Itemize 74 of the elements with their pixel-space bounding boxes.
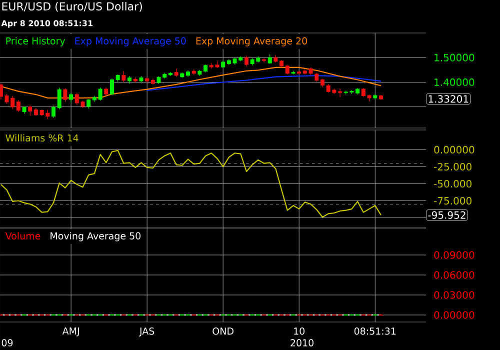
text: Moving Average 50 <box>50 232 141 242</box>
x-tick-label: 08:51:31 <box>354 328 396 335</box>
legend-label: Volume <box>5 232 40 240</box>
candlestick <box>86 98 91 110</box>
text: Exp Moving Average 20 <box>196 37 307 46</box>
candlestick <box>285 64 290 75</box>
text: -95.952 <box>428 211 466 219</box>
candlestick <box>34 108 38 116</box>
text: Price History <box>6 37 66 46</box>
candlestick <box>145 76 150 84</box>
candlestick <box>186 70 190 78</box>
candlestick <box>268 54 272 64</box>
candlestick <box>133 76 138 84</box>
candlestick <box>128 76 132 84</box>
candlestick <box>192 69 196 76</box>
text: 09 <box>2 339 13 346</box>
text: 2010 <box>290 339 314 346</box>
y-tick-label: 0.06000 <box>434 271 474 279</box>
candlestick <box>122 70 126 83</box>
candlestick <box>204 64 208 73</box>
candlestick <box>274 54 278 63</box>
candlestick <box>52 105 56 118</box>
candlestick <box>221 60 226 68</box>
x-tick-label: OND <box>212 328 234 335</box>
y-tick-label: 0.03000 <box>434 291 474 299</box>
candlestick <box>308 67 313 76</box>
candlestick <box>22 106 26 114</box>
x-tick-label: AMJ <box>62 328 79 336</box>
candlestick <box>57 87 62 110</box>
candlestick <box>174 68 178 78</box>
line-series <box>146 75 382 91</box>
candlestick <box>139 76 144 84</box>
text: Williams %R 14 <box>6 134 78 142</box>
candlestick <box>302 69 307 75</box>
candlestick <box>69 92 74 103</box>
x-tick-label: JAS <box>139 328 154 336</box>
y-tick-label: -25.000 <box>434 162 472 171</box>
candlestick <box>168 72 172 76</box>
text: Exp Moving Average 50 <box>75 37 186 46</box>
candlestick <box>367 94 372 102</box>
y-tick-label: -50.000 <box>434 180 472 188</box>
candlestick <box>180 72 184 78</box>
candlestick <box>63 88 68 102</box>
candlestick <box>297 70 302 76</box>
candlestick <box>116 74 120 82</box>
candlestick <box>110 78 114 96</box>
candlestick <box>104 87 108 96</box>
y-tick-label: 0.09000 <box>434 251 474 259</box>
y-tick-label: 1.50000 <box>434 54 474 62</box>
y-tick-label: -75.000 <box>434 196 472 205</box>
candlestick <box>16 100 20 113</box>
candlestick <box>28 105 32 116</box>
candlestick <box>98 87 102 101</box>
text: 1.33201 <box>428 95 468 103</box>
candlestick <box>198 70 202 76</box>
candlestick <box>373 94 378 100</box>
candlestick <box>338 88 342 98</box>
candlestick <box>314 72 319 82</box>
candlestick <box>291 70 296 75</box>
y-tick-label: 0.00000 <box>434 311 474 319</box>
y-tick-label: 1.40000 <box>434 78 474 86</box>
candlestick <box>361 88 366 98</box>
y-tick-label: 0.00000 <box>434 146 474 154</box>
chart-title: EUR/USD (Euro/US Dollar) <box>2 2 142 12</box>
candlestick <box>244 55 248 67</box>
candlestick <box>226 58 231 66</box>
line-series <box>0 150 382 218</box>
chart-subtitle: Apr 8 2010 08:51:31 <box>1 20 93 28</box>
candlestick <box>378 94 383 100</box>
x-tick-label: 10 <box>294 328 305 335</box>
candlestick <box>320 78 324 88</box>
candlestick <box>280 60 284 68</box>
candlestick <box>150 78 155 85</box>
candlestick <box>92 95 96 102</box>
